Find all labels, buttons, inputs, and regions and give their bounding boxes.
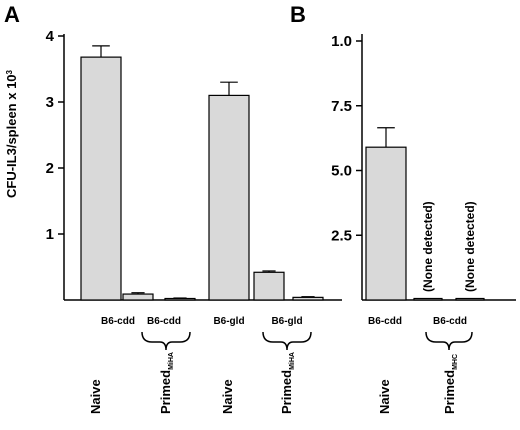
panel-a-condition-label: Naive	[220, 379, 235, 414]
y-tick-label: 1	[46, 226, 54, 243]
panel-a-ticks: 1 2 3 4	[46, 28, 64, 243]
y-tick-label: 4	[46, 28, 55, 45]
y-tick-label: 2	[46, 160, 54, 177]
bar	[80, 56, 122, 301]
panel-a-group-label: B6-gld	[213, 316, 244, 327]
panel-b-condition-label: Naive	[377, 379, 392, 414]
panel-b-brace	[425, 331, 473, 351]
y-tick-label: 2.5	[331, 227, 352, 244]
y-tick-label: 5.0	[331, 163, 352, 180]
bar	[122, 293, 154, 301]
bar	[208, 94, 250, 301]
bar	[253, 271, 285, 301]
bar	[292, 296, 324, 301]
panel-a-condition-label: PrimedMiHA	[158, 352, 175, 414]
bar	[164, 297, 196, 301]
bar	[413, 297, 443, 301]
none-detected-label: (None detected)	[421, 201, 435, 292]
panel-a-brace	[262, 331, 312, 351]
bar	[455, 297, 485, 301]
panel-b-group-label: B6-cdd	[433, 316, 467, 327]
panel-a-group-label: B6-cdd	[147, 316, 181, 327]
y-tick-label: 1.0	[331, 33, 352, 50]
panel-b-letter: B	[290, 2, 306, 27]
panel-a-brace	[141, 331, 191, 351]
bar	[365, 146, 407, 301]
none-detected-label: (None detected)	[463, 201, 477, 292]
panel-a-condition-label: Naive	[88, 379, 103, 414]
y-tick-label: 3	[46, 94, 54, 111]
panel-b-group-label: B6-cdd	[368, 316, 402, 327]
panel-a-letter: A	[4, 2, 20, 27]
panel-a-ylabel: CFU-IL3/spleen x 103	[4, 69, 19, 198]
panel-b-condition-label: PrimedMHC	[442, 354, 459, 414]
panel-b-ticks: 2.5 5.0 7.5 1.0	[331, 33, 362, 244]
panel-a-group-label: B6-cdd	[101, 316, 135, 327]
panel-b-bars	[365, 127, 485, 301]
panel-a-condition-label: PrimedMiHA	[279, 352, 296, 414]
panel-a-bars	[80, 45, 324, 301]
y-tick-label: 7.5	[331, 98, 352, 115]
panel-a-group-label: B6-gld	[271, 316, 302, 327]
